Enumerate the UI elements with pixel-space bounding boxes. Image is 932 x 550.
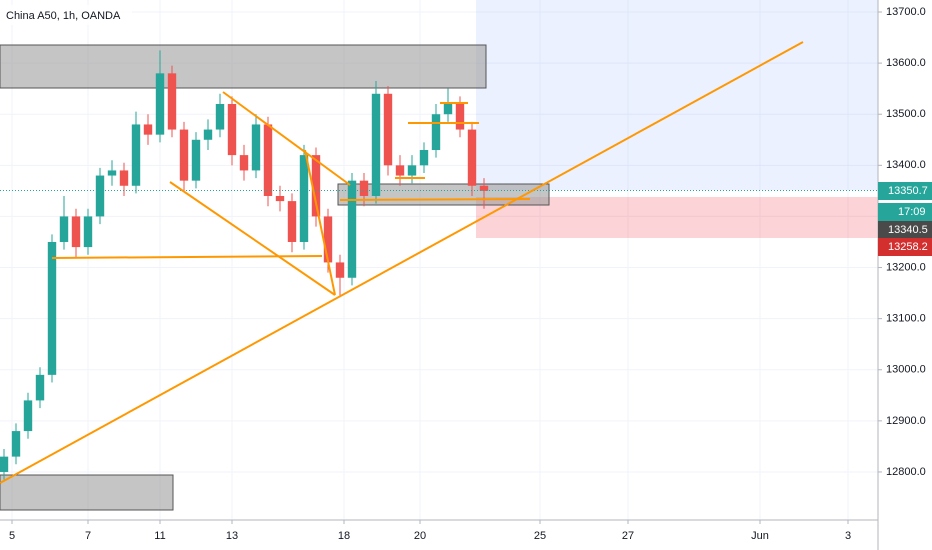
candle-body — [239, 155, 249, 171]
candle-body — [299, 155, 309, 242]
candle-body — [131, 124, 141, 186]
trend-line — [0, 41, 804, 484]
candle-body — [395, 165, 405, 176]
candles — [0, 50, 878, 480]
position-tag — [878, 221, 932, 239]
candle-body — [287, 201, 297, 242]
candle-body — [191, 139, 201, 181]
candle-body — [167, 73, 177, 130]
candle-body — [263, 124, 273, 196]
candle-body — [155, 73, 165, 135]
candle-body — [203, 129, 213, 140]
last-price-tag — [878, 182, 932, 200]
candle-body — [467, 129, 477, 186]
candle-body — [251, 124, 261, 171]
demand-zone — [0, 474, 174, 511]
y-tick-label: 13500.0 — [886, 108, 926, 120]
x-tick-label: 7 — [85, 530, 91, 542]
x-tick-label: 27 — [622, 530, 634, 542]
candle-body — [71, 216, 81, 248]
candle-body — [359, 180, 369, 196]
x-tick-label: 20 — [414, 530, 426, 542]
drawings — [0, 41, 804, 484]
candle-body — [179, 129, 189, 181]
y-tick-label: 13200.0 — [886, 261, 926, 273]
stop-tag — [878, 238, 932, 256]
candle-body — [443, 104, 453, 115]
candle-body — [347, 180, 357, 278]
candle-body — [215, 104, 225, 130]
candle-body — [227, 104, 237, 156]
candle-body — [419, 149, 429, 166]
position-label: 13340.5 — [888, 224, 928, 236]
candle-body — [11, 431, 21, 457]
trend-line — [169, 181, 336, 296]
candle-body — [431, 114, 441, 150]
candle-body — [23, 400, 33, 432]
x-tick-label: 25 — [534, 530, 546, 542]
stop-label: 13258.2 — [888, 241, 928, 253]
long-target-zone — [476, 0, 878, 190]
x-tick-label: 5 — [9, 530, 15, 542]
candle-body — [35, 374, 45, 401]
y-tick-label: 13700.0 — [886, 6, 926, 18]
countdown-label: 17:09 — [898, 206, 926, 218]
resistance-zone — [0, 44, 487, 89]
candle-body — [335, 262, 345, 278]
price-axis — [878, 0, 932, 550]
candle-body — [107, 170, 117, 176]
y-tick-label: 12800.0 — [886, 466, 926, 478]
candle-body — [383, 93, 393, 166]
y-tick-label: 13400.0 — [886, 159, 926, 171]
trend-line — [304, 149, 336, 296]
y-tick-label: 13600.0 — [886, 57, 926, 69]
y-tick-label: 13100.0 — [886, 313, 926, 325]
x-tick-label: 13 — [226, 530, 238, 542]
candle-body — [95, 175, 105, 217]
candle-body — [143, 124, 153, 135]
x-tick-label: 3 — [845, 530, 851, 542]
x-tick-label: 11 — [154, 530, 165, 542]
horizontal-line — [339, 198, 531, 201]
candle-body — [119, 170, 129, 186]
candle-body — [479, 185, 489, 191]
x-tick-label: 18 — [338, 530, 350, 542]
countdown-tag — [878, 203, 932, 221]
candle-body — [311, 155, 321, 217]
candle-body — [275, 195, 285, 202]
last-price-label: 13350.7 — [888, 185, 928, 197]
candle-body — [83, 216, 93, 248]
candle-body — [455, 104, 465, 130]
candle-body — [407, 165, 417, 176]
y-tick-label: 13000.0 — [886, 364, 926, 376]
candle-body — [59, 216, 69, 242]
candle-body — [0, 456, 9, 472]
support-zone — [337, 183, 550, 206]
candle-body — [323, 216, 333, 263]
horizontal-line — [51, 255, 323, 259]
trend-line — [222, 91, 351, 186]
y-tick-label: 12900.0 — [886, 415, 926, 427]
candle-body — [47, 241, 57, 375]
candle-body — [371, 93, 381, 196]
chart-title: China A50, 1h, OANDA — [6, 10, 121, 22]
title-bg — [0, 5, 132, 25]
x-tick-label: Jun — [751, 530, 769, 542]
